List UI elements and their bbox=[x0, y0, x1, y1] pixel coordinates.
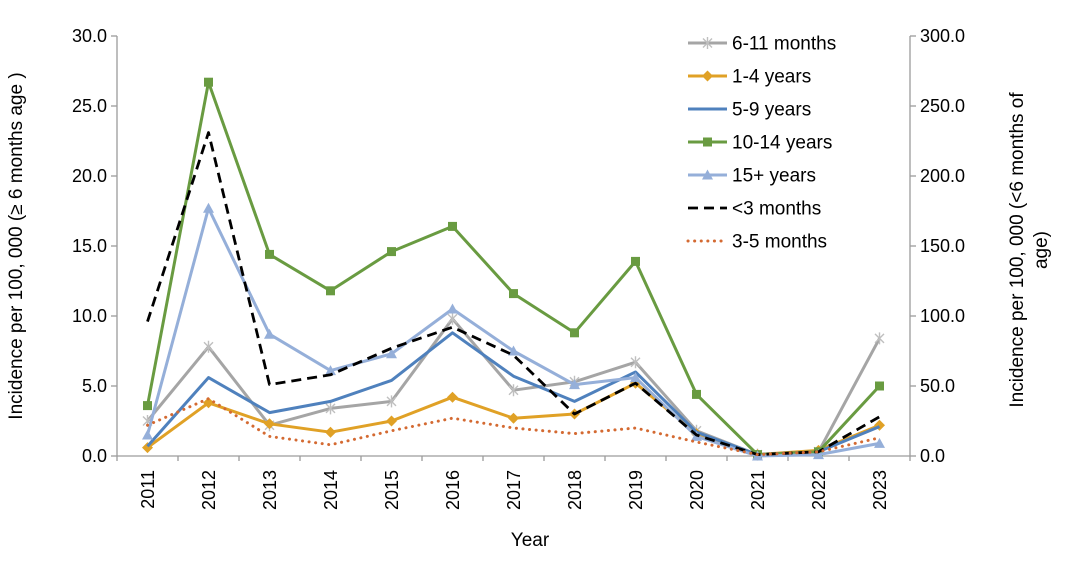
right-axis-tick-label: 100.0 bbox=[920, 306, 965, 326]
triangle-marker bbox=[630, 372, 641, 383]
legend-item: 5-9 years bbox=[688, 100, 811, 121]
left-axis-tick-label: 15.0 bbox=[72, 236, 107, 256]
legend-label: 3-5 months bbox=[732, 232, 827, 253]
star-marker bbox=[203, 340, 214, 353]
star-marker bbox=[447, 312, 458, 325]
right-axis-tick-label: 50.0 bbox=[920, 376, 955, 396]
square-marker bbox=[143, 401, 152, 411]
legend-label: 6-11 months bbox=[732, 34, 836, 55]
x-tick-label: 2016 bbox=[443, 470, 463, 510]
legend: 6-11 months 1-4 years 5-9 years 10-14 years… bbox=[686, 34, 836, 253]
legend-item: 15+ years bbox=[688, 166, 816, 187]
right-axis-tick-label: 150.0 bbox=[920, 236, 965, 256]
x-tick-label: 2015 bbox=[382, 470, 402, 510]
legend-item: 6-11 months bbox=[688, 34, 836, 55]
square-marker bbox=[448, 221, 457, 231]
legend-item: 3-5 months bbox=[686, 232, 827, 253]
square-marker bbox=[703, 137, 712, 147]
x-tick-label: 2022 bbox=[809, 470, 829, 510]
diamond-marker bbox=[702, 70, 713, 82]
star-marker bbox=[386, 395, 397, 408]
triangle-marker bbox=[447, 303, 458, 314]
diamond-marker bbox=[508, 412, 519, 424]
star-marker bbox=[874, 332, 885, 345]
diamond-marker bbox=[447, 391, 458, 403]
diamond-marker bbox=[203, 397, 214, 409]
right-axis-tick-label: 250.0 bbox=[920, 96, 965, 116]
star-marker bbox=[702, 37, 713, 49]
star-marker bbox=[325, 402, 336, 415]
x-tick-label: 2011 bbox=[138, 470, 158, 509]
right-axis-tick-label: 200.0 bbox=[920, 166, 965, 186]
legend-label: <3 months bbox=[732, 199, 821, 220]
x-tick-label: 2013 bbox=[260, 470, 280, 510]
triangle-marker bbox=[569, 379, 580, 390]
legend-item: <3 months bbox=[688, 199, 821, 220]
left-axis-tick-label: 10.0 bbox=[72, 306, 107, 326]
left-axis-tick-label: 25.0 bbox=[72, 96, 107, 116]
triangle-marker bbox=[142, 429, 153, 440]
right-axis-title-line2: age) bbox=[1031, 231, 1052, 269]
x-tick-label: 2018 bbox=[565, 470, 585, 510]
right-axis-tick-label: 0.0 bbox=[920, 446, 945, 466]
series-6-11-months bbox=[142, 312, 885, 461]
x-tick-label: 2019 bbox=[626, 470, 646, 510]
x-tick-label: 2020 bbox=[687, 470, 707, 510]
right-axis-tick-label: 300.0 bbox=[920, 26, 965, 46]
x-tick-label: 2023 bbox=[870, 470, 890, 510]
legend-label: 15+ years bbox=[732, 166, 816, 187]
square-marker bbox=[265, 249, 274, 259]
series-line bbox=[146, 397, 881, 457]
square-marker bbox=[326, 286, 335, 296]
x-tick-label: 2014 bbox=[321, 470, 341, 510]
square-marker bbox=[692, 389, 701, 399]
left-axis-tick-label: 5.0 bbox=[82, 376, 107, 396]
square-marker bbox=[387, 247, 396, 257]
series-3-5-months bbox=[146, 397, 881, 457]
right-axis-title-line1: Incidence per 100, 000 (<6 months of bbox=[1007, 92, 1028, 408]
triangle-marker bbox=[874, 437, 885, 448]
square-marker bbox=[204, 77, 213, 87]
x-tick-label: 2017 bbox=[504, 470, 524, 510]
triangle-marker bbox=[203, 202, 214, 213]
legend-label: 1-4 years bbox=[732, 67, 811, 88]
triangle-marker bbox=[325, 365, 336, 376]
left-axis-tick-label: 30.0 bbox=[72, 26, 107, 46]
left-axis-tick-label: 0.0 bbox=[82, 446, 107, 466]
legend-item: 10-14 years bbox=[688, 133, 832, 154]
square-marker bbox=[631, 256, 640, 266]
x-axis-title: Year bbox=[511, 530, 550, 551]
triangle-marker bbox=[386, 348, 397, 359]
star-marker bbox=[630, 356, 641, 369]
x-tick-label: 2012 bbox=[199, 470, 219, 510]
left-axis-title: Incidence per 100, 000 (≥ 6 months age ) bbox=[6, 72, 27, 419]
square-marker bbox=[570, 328, 579, 338]
legend-item: 1-4 years bbox=[688, 67, 811, 88]
square-marker bbox=[875, 381, 884, 391]
diamond-marker bbox=[325, 426, 336, 438]
triangle-marker bbox=[813, 449, 824, 460]
legend-label: 5-9 years bbox=[732, 100, 811, 121]
diamond-marker bbox=[386, 415, 397, 427]
diamond-marker bbox=[264, 418, 275, 430]
triangle-marker bbox=[264, 328, 275, 339]
legend-label: 10-14 years bbox=[732, 133, 832, 154]
star-marker bbox=[508, 384, 519, 397]
triangle-marker bbox=[702, 169, 713, 180]
left-axis-tick-label: 20.0 bbox=[72, 166, 107, 186]
square-marker bbox=[509, 289, 518, 299]
triangle-marker bbox=[508, 345, 519, 356]
x-tick-label: 2021 bbox=[748, 470, 768, 510]
x-axis-ticks bbox=[116, 456, 911, 461]
